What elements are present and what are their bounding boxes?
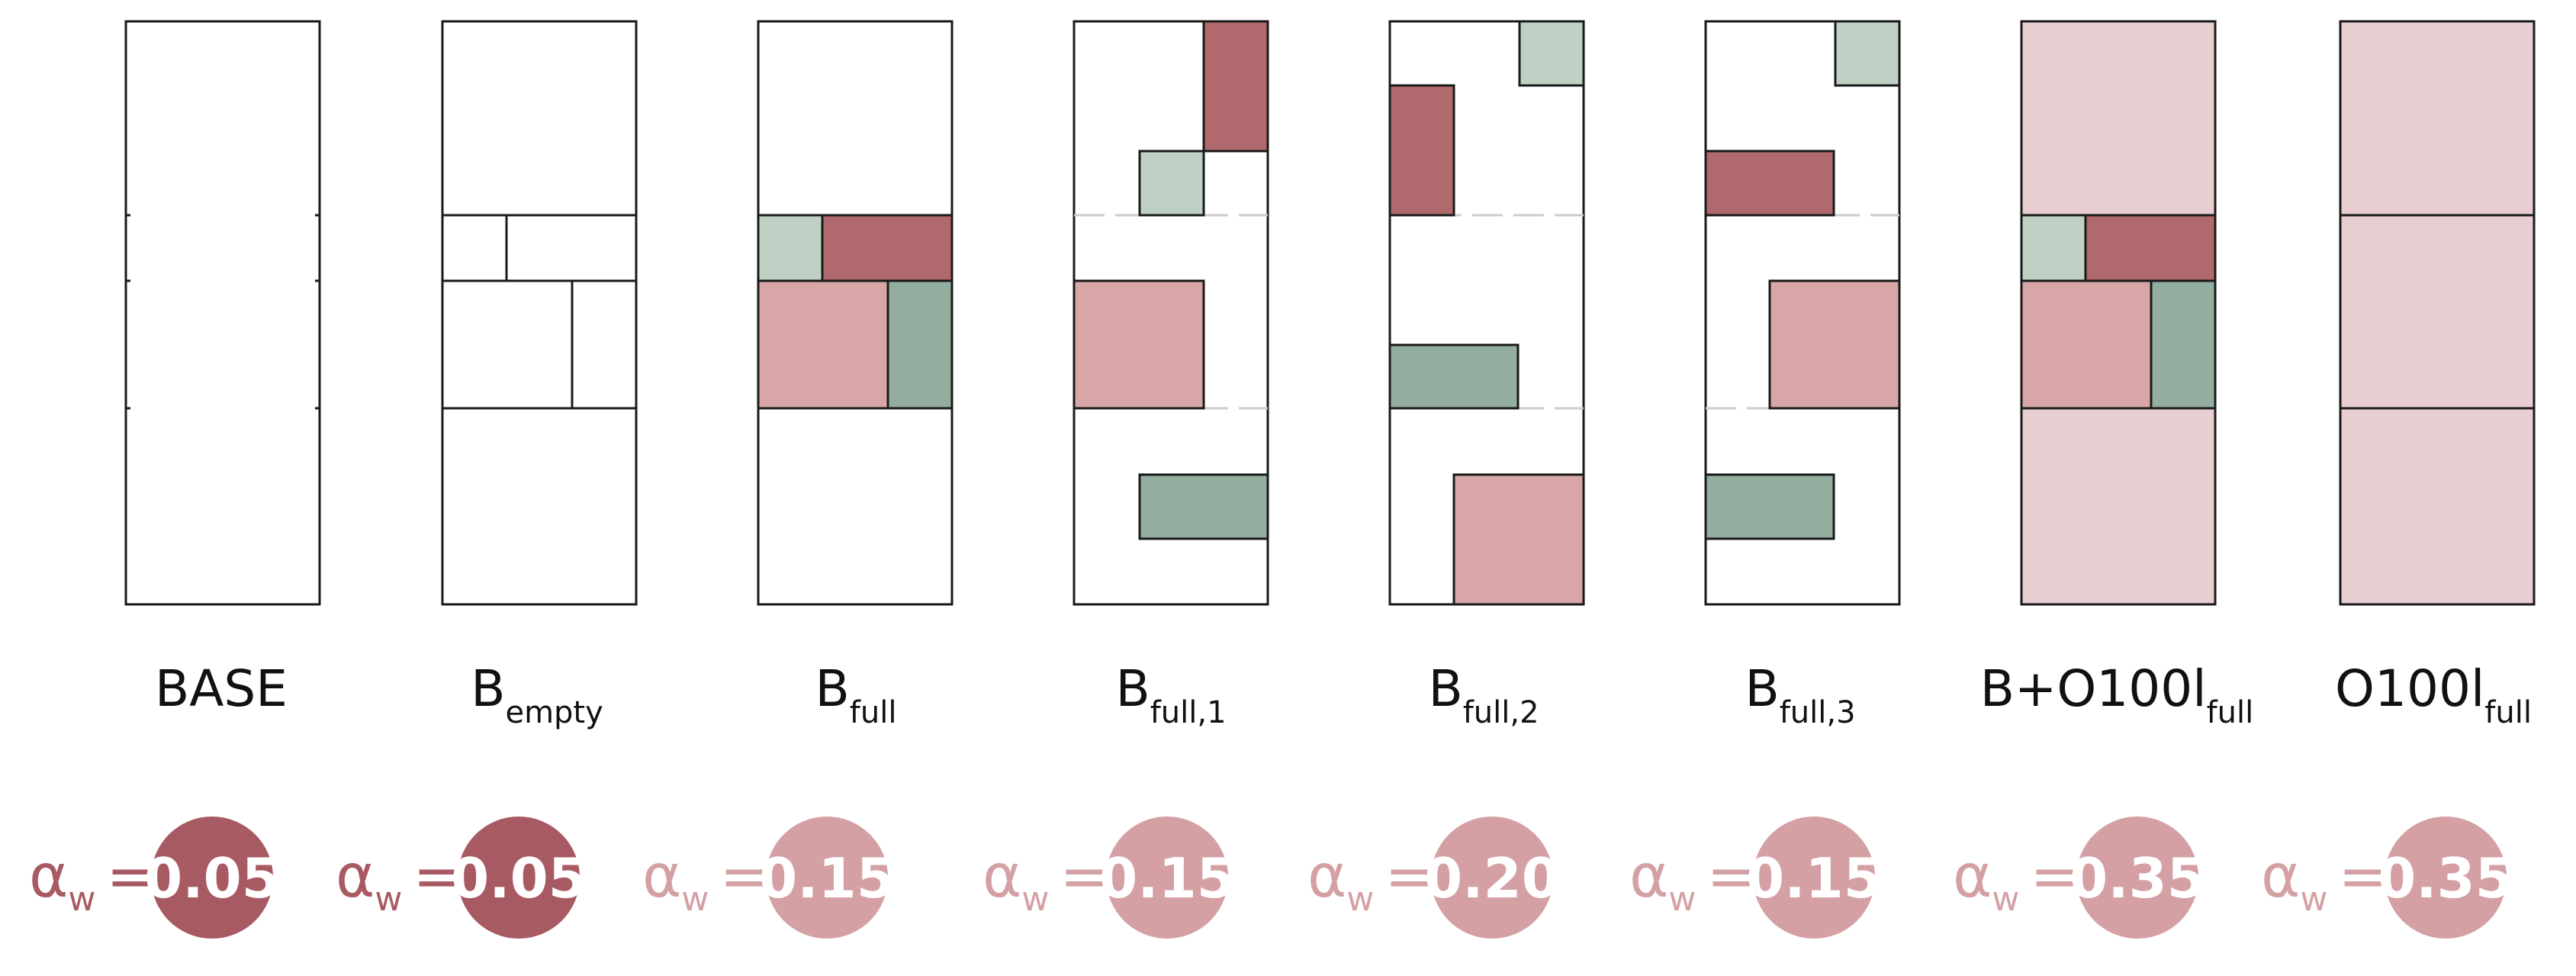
panel-outline bbox=[2339, 20, 2536, 606]
panel-label-b-full: Bfull bbox=[815, 659, 897, 730]
aw-label: αw = bbox=[336, 842, 463, 919]
module-dark-green bbox=[886, 279, 954, 410]
module-light-green bbox=[757, 214, 824, 282]
value-badge bbox=[766, 817, 888, 939]
aw-row-b-full: αw = 0.15 bbox=[642, 817, 895, 939]
module-light-green bbox=[1138, 150, 1205, 217]
panel-b-empty bbox=[441, 20, 638, 606]
module-light-red bbox=[1768, 279, 1901, 410]
value-text: 0.15 bbox=[759, 846, 895, 910]
panel-base bbox=[124, 20, 321, 606]
aw-label: αw = bbox=[1307, 842, 1435, 919]
module-light-green bbox=[2020, 214, 2087, 282]
aw-label: αw = bbox=[29, 842, 156, 919]
value-badge bbox=[1753, 817, 1875, 939]
aw-label: αw = bbox=[642, 842, 770, 919]
panel-label-o100l: O100lfull bbox=[2335, 659, 2532, 730]
panel-label-b-full-2: Bfull,2 bbox=[1428, 659, 1539, 730]
panel-b-full-1 bbox=[1073, 20, 1269, 606]
panel-label-b-full-1: Bfull,1 bbox=[1115, 659, 1226, 730]
panel-label-b-empty: Bempty bbox=[471, 659, 603, 730]
value-badge bbox=[1106, 817, 1228, 939]
module-dark-red bbox=[1202, 20, 1269, 153]
module-dark-red bbox=[821, 214, 954, 282]
panel-b-full-2 bbox=[1388, 20, 1585, 606]
aw-row-b-empty: αw = 0.05 bbox=[336, 817, 587, 939]
module-dark-red bbox=[2084, 214, 2217, 282]
panel-label-b-full-3: Bfull,3 bbox=[1745, 659, 1855, 730]
module-light-green bbox=[1834, 20, 1901, 87]
value-text: 0.20 bbox=[1424, 846, 1560, 910]
module-dark-green bbox=[1388, 343, 1520, 410]
aw-row-b-full-3: αw = 0.15 bbox=[1629, 817, 1882, 939]
aw-row-b-full-2: αw = 0.20 bbox=[1307, 817, 1560, 939]
panel-b-full-3 bbox=[1704, 20, 1901, 606]
aw-row-o100l: αw = 0.35 bbox=[2261, 817, 2513, 939]
value-badge bbox=[1431, 817, 1553, 939]
module-light-red bbox=[1073, 279, 1205, 410]
aw-row-base: αw = 0.05 bbox=[29, 817, 280, 939]
panel-b-full bbox=[757, 20, 954, 606]
module-light-red bbox=[2020, 279, 2153, 410]
module-light-red bbox=[757, 279, 889, 410]
module-dark-green bbox=[1138, 473, 1269, 540]
panel-b-o100l bbox=[2020, 20, 2217, 606]
panel-label-base: BASE bbox=[155, 659, 288, 718]
module-dark-green bbox=[2150, 279, 2217, 410]
value-text: 0.05 bbox=[144, 846, 280, 910]
panel-outline bbox=[124, 20, 321, 606]
value-badge bbox=[151, 817, 273, 939]
module-dark-red bbox=[1704, 150, 1835, 217]
module-dark-green bbox=[1704, 473, 1835, 540]
aw-row-b-o100l: αw = 0.35 bbox=[1953, 817, 2205, 939]
value-text: 0.15 bbox=[1099, 846, 1235, 910]
value-text: 0.05 bbox=[451, 846, 587, 910]
aw-label: αw = bbox=[1629, 842, 1757, 919]
value-text: 0.35 bbox=[2378, 846, 2513, 910]
value-text: 0.15 bbox=[1746, 846, 1882, 910]
value-badge bbox=[2385, 817, 2507, 939]
panel-o100l bbox=[2339, 20, 2536, 606]
module-light-green bbox=[1518, 20, 1585, 87]
module-dark-red bbox=[1388, 84, 1455, 217]
panel-label-b-o100l: B+O100lfull bbox=[1980, 659, 2254, 730]
aw-label: αw = bbox=[2261, 842, 2388, 919]
value-badge bbox=[458, 817, 580, 939]
aw-row-b-full-1: αw = 0.15 bbox=[982, 817, 1235, 939]
module-light-red bbox=[1452, 473, 1585, 606]
aw-label: αw = bbox=[1953, 842, 2080, 919]
aw-label: αw = bbox=[982, 842, 1110, 919]
value-text: 0.35 bbox=[2069, 846, 2205, 910]
value-badge bbox=[2076, 817, 2198, 939]
panel-outline bbox=[441, 20, 638, 606]
